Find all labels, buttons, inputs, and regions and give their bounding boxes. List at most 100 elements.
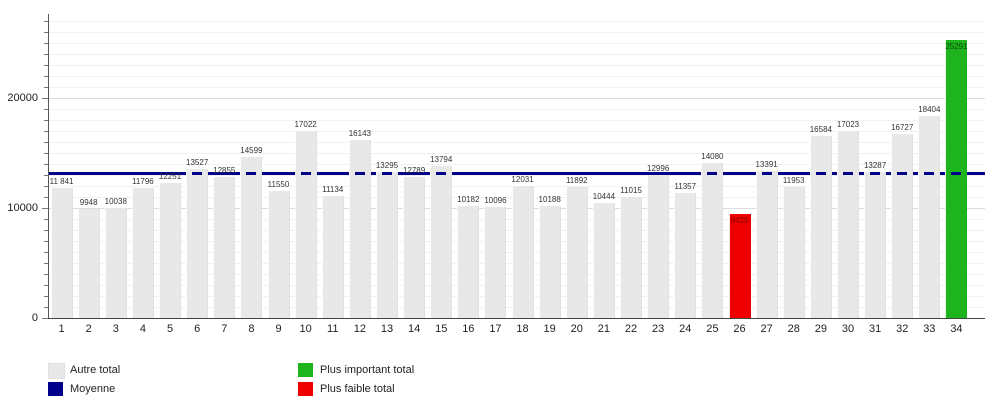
grid-line [48,153,985,154]
x-axis-label: 21 [597,323,611,335]
y-axis-tick [44,252,48,253]
grid-line [48,120,985,121]
bar-value-label: 9425 [730,216,749,225]
grid-line [48,65,985,66]
grid-line [48,76,985,77]
bar-value-label: 13287 [863,161,887,170]
x-axis [48,318,985,319]
bar-value-label: 11892 [565,176,588,185]
bar-value-label: 16143 [348,129,371,138]
legend-label: Autre total [70,364,121,376]
bar-value-label: 12855 [213,166,236,175]
legend-item: Plus important total [298,362,528,380]
y-axis-tick [44,153,48,154]
x-axis-label: 10 [299,323,312,335]
bar-value-label: 16584 [809,125,832,134]
bar-value-label: 11953 [782,176,805,185]
y-axis-tick [44,142,48,143]
moyenne-line-dash [761,172,772,175]
bar-min [728,214,751,318]
bar [348,140,371,318]
chart-legend: Autre total Moyenne Plus important total Pl… [0,358,1000,400]
bar [240,157,263,318]
moyenne-line-dash [815,172,826,175]
bar [403,177,426,318]
bar-value-label: 17023 [836,120,860,129]
y-axis-tick [44,307,48,308]
x-axis-label: 9 [275,323,282,335]
bar [267,191,290,318]
bar [294,131,317,318]
grid-line [48,54,985,55]
bar [104,208,127,318]
bar-value-label: 10188 [538,195,561,204]
moyenne-line-dash [951,172,962,175]
bar [484,207,507,318]
moyenne-line-dash [354,172,365,175]
bar [755,171,778,318]
legend-swatch [298,382,313,396]
bar-value-label: 10038 [104,197,127,206]
x-axis-label: 6 [194,323,201,335]
moyenne-line-dash [897,172,908,175]
x-axis-label: 15 [435,323,448,335]
x-axis-label: 8 [248,323,255,335]
bar [321,196,344,318]
bar-value-label: 12996 [647,164,670,173]
x-axis-label: 2 [85,323,92,335]
bar-value-label: 16727 [891,123,914,132]
bar-value-label: 14599 [240,146,263,155]
y-axis-tick [44,219,48,220]
x-axis-label: 31 [868,323,882,335]
y-axis-tick [44,109,48,110]
y-axis-label: 20000 [7,92,38,104]
x-axis-label: 30 [841,323,855,335]
bar [891,134,914,318]
legend-label: Plus faible total [320,383,395,395]
moyenne-line-dash [192,172,203,175]
bar [592,203,615,318]
y-axis-tick [44,32,48,33]
y-axis-tick [44,21,48,22]
bar [864,172,887,318]
x-axis-label: 19 [543,323,556,335]
bar [50,188,73,318]
bar-max [945,40,968,318]
x-axis-label: 26 [733,323,746,335]
bar-value-label: 13527 [186,158,209,167]
bar [430,166,453,318]
y-axis-tick [44,120,48,121]
y-axis-tick [44,241,48,242]
x-axis-label: 22 [624,323,638,335]
bar-value-label: 11550 [267,180,290,189]
y-axis-tick [44,131,48,132]
moyenne-line-dash [436,172,447,175]
x-axis-label: 34 [950,323,963,335]
y-axis-tick [44,175,48,176]
grid-line [48,109,985,110]
bar [565,187,588,318]
bar [918,116,941,318]
x-axis-label: 28 [787,323,800,335]
bar-value-label: 11357 [674,182,697,191]
grid-line [48,87,985,88]
moyenne-line-dash [842,172,853,175]
bar-value-label: 17022 [294,120,317,129]
bar [457,206,480,318]
bar [701,163,724,318]
bar-value-label: 18404 [918,105,941,114]
moyenne-line-dash [300,172,311,175]
bar [77,209,100,318]
y-axis-label: 10000 [7,202,38,214]
legend-swatch [298,363,313,377]
grid-line [48,175,985,176]
bar [782,187,805,318]
moyenne-line-dash [381,172,392,175]
bar-value-label: 12789 [402,166,426,175]
bar-value-label: 9948 [79,198,98,207]
legend-item: Plus faible total [298,381,528,399]
x-axis-label: 24 [679,323,692,335]
bar [511,186,534,318]
grid-line [48,43,985,44]
